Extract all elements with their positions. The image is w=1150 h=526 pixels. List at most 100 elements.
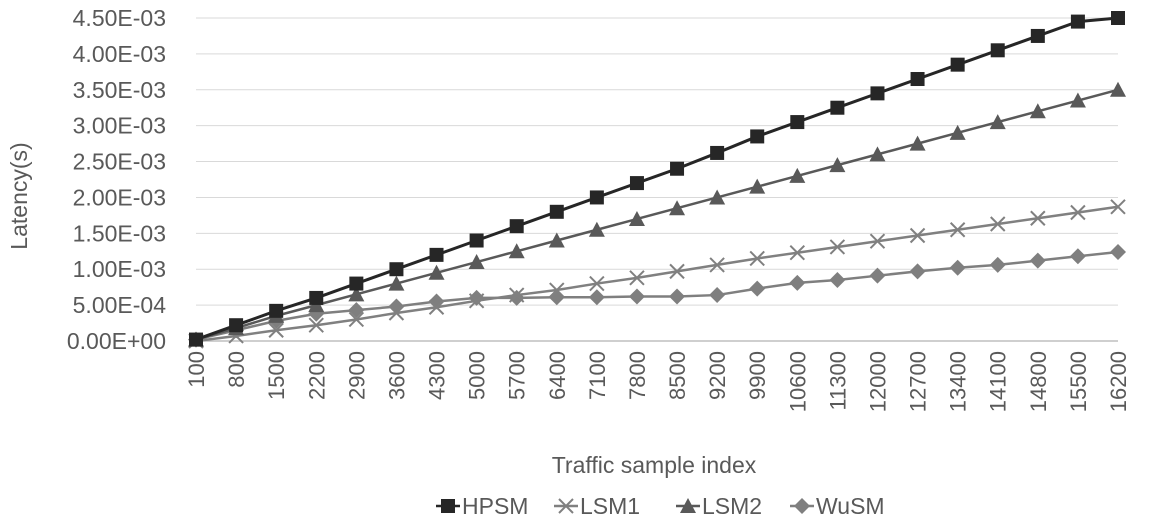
data-point: [790, 115, 805, 130]
data-point: [990, 43, 1005, 58]
y-tick-label: 2.00E-03: [73, 184, 166, 210]
x-tick-label: 9200: [705, 351, 730, 400]
data-point: [468, 254, 485, 270]
data-point: [508, 289, 525, 306]
data-point: [829, 157, 846, 173]
data-point: [309, 290, 324, 305]
data-point: [990, 216, 1006, 232]
x-tick-label: 4300: [425, 351, 450, 400]
data-point: [789, 167, 806, 183]
data-point: [949, 124, 966, 140]
x-tick-label: 5000: [465, 351, 490, 400]
series-lsm2: [188, 81, 1126, 347]
data-point: [909, 227, 926, 244]
data-point: [588, 221, 605, 237]
data-point: [1069, 92, 1086, 108]
data-point: [389, 262, 404, 277]
data-point: [628, 288, 645, 305]
data-point: [909, 135, 926, 151]
data-point: [429, 247, 444, 262]
data-point: [710, 145, 725, 160]
data-point: [268, 322, 284, 338]
y-axis-label: Latency(s): [6, 142, 32, 249]
data-point: [870, 86, 885, 101]
x-tick-label: 11300: [825, 351, 850, 411]
data-point: [670, 161, 685, 176]
series-line: [195, 88, 1119, 341]
data-point: [308, 317, 324, 333]
data-point: [388, 305, 405, 321]
data-point: [789, 245, 806, 261]
data-point: [441, 499, 455, 513]
x-axis: 100 800 1500 2200 2900 3600 4300 5000 5700 6400 71…: [184, 340, 1131, 412]
x-tick-label: 7100: [585, 351, 610, 400]
data-point: [750, 129, 765, 144]
data-point: [869, 233, 886, 249]
x-tick-label: 800: [224, 351, 249, 388]
data-point: [749, 250, 765, 267]
data-point: [589, 275, 605, 292]
data-point: [349, 276, 364, 291]
x-tick-label: 12700: [906, 351, 931, 412]
y-tick-label: 3.00E-03: [73, 113, 166, 139]
x-tick-label: 16200: [1106, 351, 1131, 412]
data-point: [869, 146, 886, 162]
y-tick-label: 0.00E+00: [67, 328, 166, 354]
data-point: [709, 189, 726, 205]
data-point: [1111, 11, 1125, 25]
x-tick-label: 14100: [986, 351, 1011, 412]
data-point: [269, 303, 284, 318]
legend-label: HPSM: [462, 493, 528, 519]
data-point: [829, 271, 846, 288]
data-point: [909, 263, 926, 280]
data-point: [869, 267, 886, 284]
data-point: [549, 282, 565, 298]
y-tick-label: 5.00E-04: [73, 292, 167, 318]
legend-label: WuSM: [816, 493, 885, 519]
series-group: [188, 11, 1126, 349]
data-point: [348, 311, 365, 328]
legend-label: LSM2: [702, 493, 762, 519]
data-point: [950, 57, 965, 72]
data-point: [910, 72, 925, 87]
x-tick-label: 2200: [304, 351, 329, 400]
y-tick-label: 4.50E-03: [73, 5, 166, 31]
x-tick-label: 13400: [946, 351, 971, 412]
legend: HPSM LSM1 LSM2 WuSM: [436, 493, 885, 519]
data-point: [548, 232, 565, 248]
data-point: [1030, 210, 1046, 226]
data-point: [468, 289, 485, 306]
x-tick-label: 100: [184, 351, 209, 388]
legend-item-lsm1: LSM1: [554, 493, 640, 519]
series-line: [195, 205, 1119, 343]
data-point: [508, 287, 525, 303]
data-point: [830, 100, 845, 115]
data-point: [509, 219, 524, 234]
data-point: [789, 274, 806, 291]
data-point: [949, 222, 966, 238]
series-lsm1: [188, 199, 1126, 349]
y-tick-label: 1.00E-03: [73, 256, 166, 282]
y-tick-label: 4.00E-03: [73, 41, 166, 67]
data-point: [989, 256, 1006, 273]
data-point: [189, 332, 203, 347]
data-point: [348, 286, 365, 302]
data-point: [1030, 28, 1045, 43]
x-tick-label: 12000: [865, 351, 890, 412]
data-point: [348, 302, 365, 319]
y-tick-label: 2.50E-03: [73, 149, 166, 175]
y-axis: 0.00E+00 5.00E-04 1.00E-03 1.50E-03 2.00E-03…: [67, 5, 166, 354]
x-tick-label: 9900: [745, 351, 770, 400]
data-point: [949, 259, 966, 276]
data-point: [629, 270, 645, 286]
x-tick-label: 1500: [264, 351, 289, 400]
data-point: [468, 293, 485, 309]
series-line: [195, 250, 1119, 341]
data-point: [388, 298, 405, 315]
data-point: [1029, 103, 1046, 119]
data-point: [709, 257, 725, 273]
data-point: [428, 299, 445, 315]
data-point: [669, 200, 686, 216]
data-point: [388, 275, 405, 291]
